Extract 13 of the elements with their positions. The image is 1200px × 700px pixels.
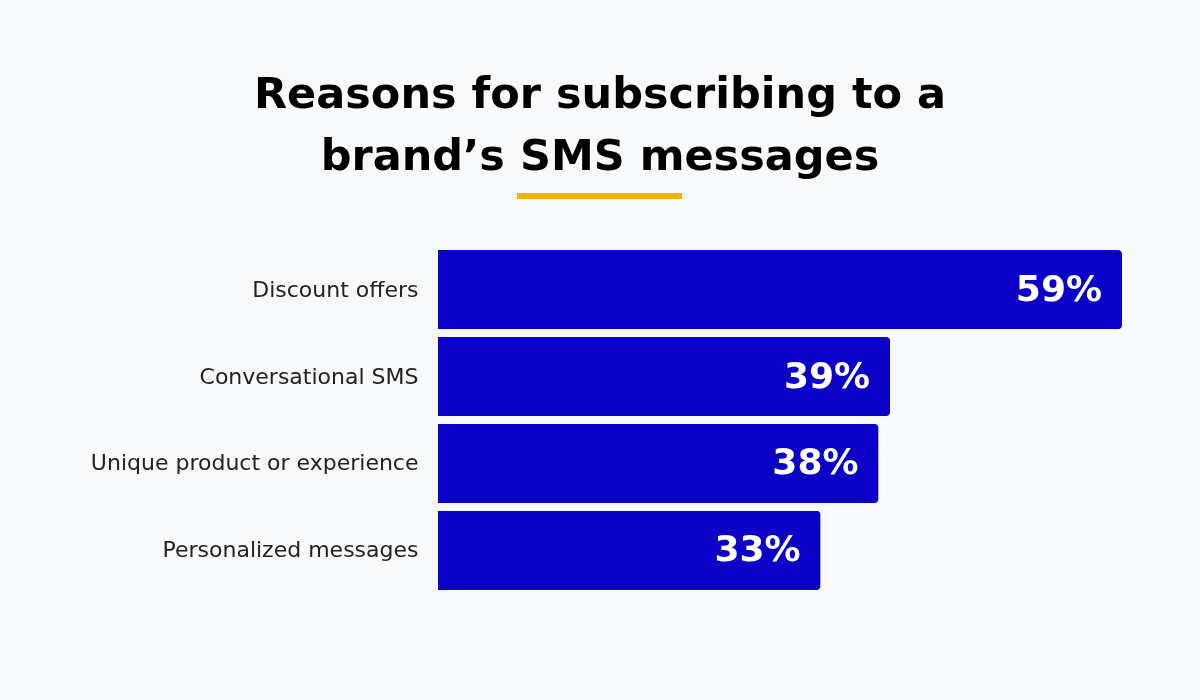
bar [438,250,1122,330]
data-label: 59% [1015,267,1102,309]
data-label: 33% [714,528,801,570]
chart-title: Reasons for subscribing to a brand’s SMS messages [253,67,947,182]
y-tick-label: Unique product or experience [90,450,419,476]
y-tick-label: Conversational SMS [199,363,419,389]
bar [438,336,891,417]
data-label: 39% [783,354,871,396]
bar [438,423,879,504]
y-tick-label: Discount offers [252,276,419,302]
y-tick-label: Personalized messages [162,537,419,563]
data-label: 38% [772,441,859,483]
bar [438,510,821,590]
